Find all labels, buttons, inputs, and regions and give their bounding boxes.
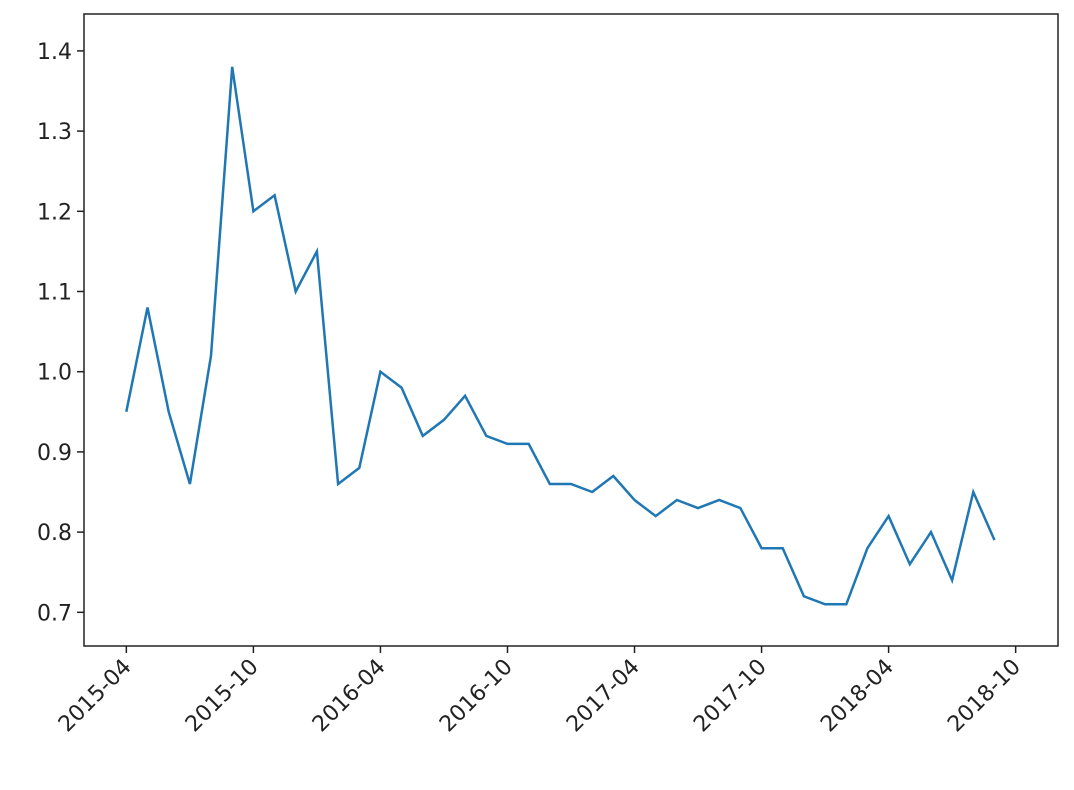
x-tick-label: 2017-10 (689, 655, 772, 738)
y-tick-label: 1.1 (37, 281, 72, 306)
x-tick-label: 2018-04 (816, 655, 899, 738)
x-tick-label: 2016-10 (435, 655, 518, 738)
x-tick-label: 2015-04 (54, 655, 137, 738)
y-tick-label: 1.4 (37, 40, 72, 65)
y-tick-label: 1.3 (37, 120, 72, 145)
x-tick-label: 2018-10 (943, 655, 1026, 738)
plot-frame (83, 13, 1059, 647)
y-tick-label: 1.2 (37, 200, 72, 225)
x-tick-label: 2017-04 (562, 655, 645, 738)
y-tick-label: 0.9 (37, 441, 72, 466)
x-tick-label: 2015-10 (181, 655, 264, 738)
y-tick-label: 1.0 (37, 361, 72, 386)
x-tick-label: 2016-04 (308, 655, 391, 738)
y-tick-label: 0.7 (37, 601, 72, 626)
y-tick-label: 0.8 (37, 521, 72, 546)
line (125, 66, 996, 606)
